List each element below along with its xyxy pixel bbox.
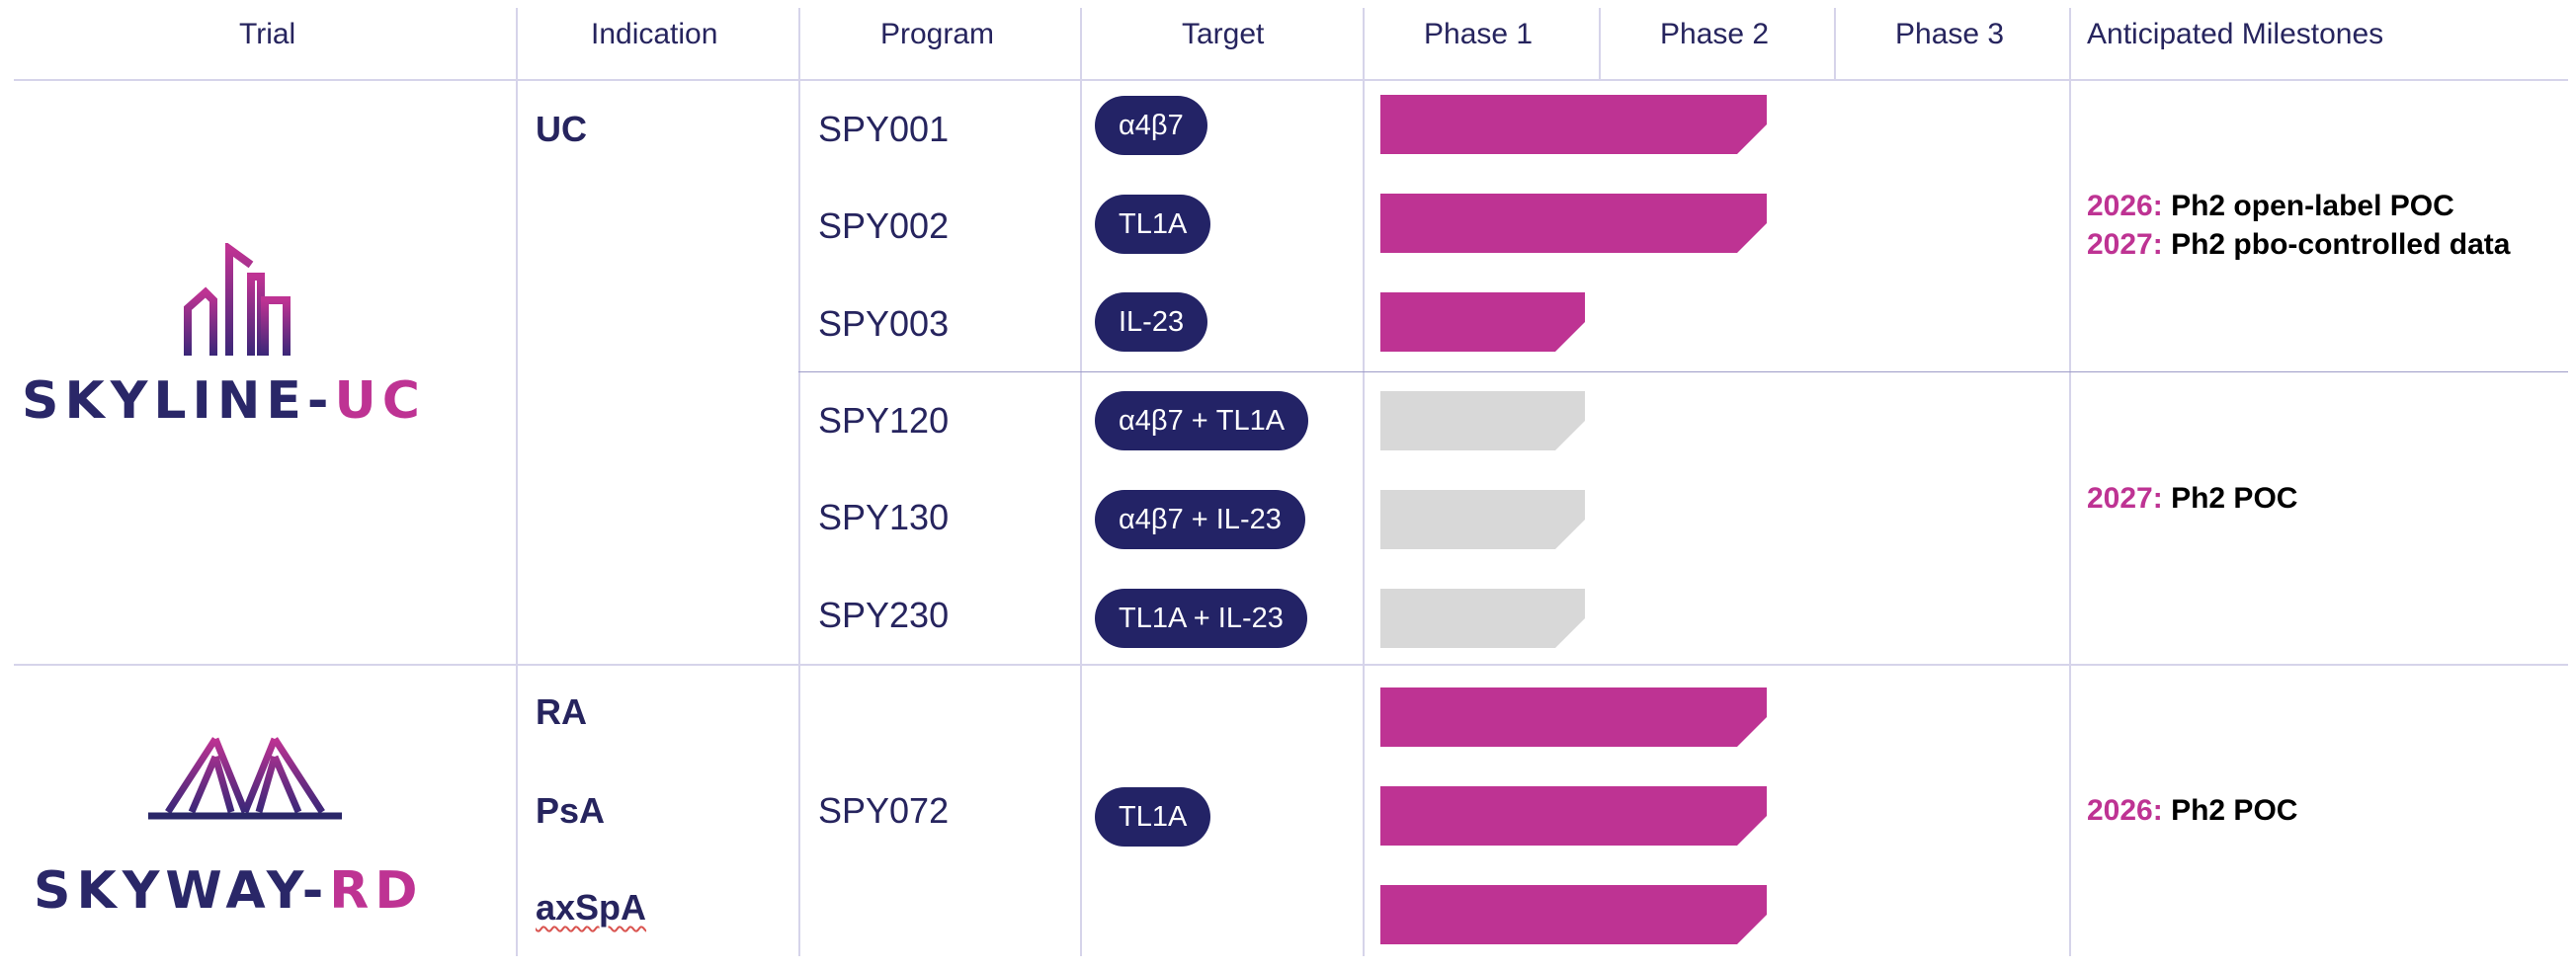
- program-spy002: SPY002: [818, 205, 950, 246]
- target-pill: IL-23: [1095, 292, 1208, 352]
- col-divider: [516, 8, 518, 956]
- target-pill: α4β7 + TL1A: [1095, 391, 1309, 450]
- phase-bar-spy120: [1380, 391, 1585, 450]
- program-spy003: SPY003: [818, 303, 950, 344]
- phase-bar-spy003: [1380, 292, 1585, 352]
- header-trial: Trial: [239, 18, 296, 50]
- program-spy120: SPY120: [818, 400, 950, 441]
- program-spy072: SPY072: [818, 790, 950, 831]
- indication-psa: PsA: [536, 790, 606, 831]
- header-phase3: Phase 3: [1895, 18, 2005, 50]
- milestone: 2026: Ph2 POC: [2087, 794, 2298, 827]
- target-pill: TL1A + IL-23: [1095, 589, 1307, 648]
- row-divider: [14, 664, 2568, 666]
- milestone: 2027: Ph2 POC: [2087, 482, 2298, 515]
- header-milestones: Anticipated Milestones: [2087, 18, 2384, 50]
- group-divider: [798, 371, 2568, 372]
- target-pill: α4β7 + IL-23: [1095, 490, 1305, 549]
- phase-bar-ra: [1380, 687, 1767, 747]
- col-divider: [2069, 8, 2071, 956]
- col-divider: [798, 8, 800, 956]
- phase-bar-axspa: [1380, 885, 1767, 944]
- phase-bar-spy001: [1380, 95, 1767, 154]
- skyway-logo-text: SKYWAY-RD: [34, 861, 424, 921]
- header-program: Program: [880, 18, 995, 50]
- milestone: 2027: Ph2 pbo-controlled data: [2087, 228, 2511, 261]
- header-phase1: Phase 1: [1424, 18, 1534, 50]
- header-divider: [14, 79, 2568, 81]
- phase-bar-spy002: [1380, 194, 1767, 253]
- col-divider: [1599, 8, 1601, 79]
- target-pill: α4β7: [1095, 96, 1207, 155]
- target-pill: TL1A: [1095, 195, 1211, 254]
- program-spy001: SPY001: [818, 109, 950, 149]
- phase-bar-spy230: [1380, 589, 1585, 648]
- indication-uc: UC: [536, 109, 587, 149]
- header-phase2: Phase 2: [1660, 18, 1770, 50]
- milestone: 2026: Ph2 open-label POC: [2087, 190, 2454, 222]
- header-indication: Indication: [591, 18, 718, 50]
- col-divider: [1080, 8, 1082, 956]
- program-spy230: SPY230: [818, 595, 950, 635]
- col-divider: [1834, 8, 1836, 79]
- phase-bar-psa: [1380, 786, 1767, 846]
- program-spy130: SPY130: [818, 497, 950, 537]
- header-target: Target: [1182, 18, 1265, 50]
- col-divider: [1363, 8, 1365, 956]
- target-pill: TL1A: [1095, 787, 1211, 847]
- bridge-icon: [148, 733, 342, 832]
- building-icon: [184, 243, 291, 356]
- indication-axspa: axSpA: [536, 887, 647, 928]
- indication-ra: RA: [536, 691, 587, 732]
- skyline-logo-text: SKYLINE-UC: [22, 371, 426, 431]
- phase-bar-spy130: [1380, 490, 1585, 549]
